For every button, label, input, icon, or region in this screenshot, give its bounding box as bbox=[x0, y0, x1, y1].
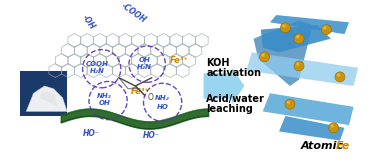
Circle shape bbox=[323, 26, 327, 29]
Polygon shape bbox=[203, 68, 245, 104]
Text: OH: OH bbox=[99, 100, 110, 106]
Circle shape bbox=[294, 34, 304, 44]
Text: Acid/water: Acid/water bbox=[206, 94, 265, 104]
Polygon shape bbox=[40, 91, 58, 107]
Text: HO: HO bbox=[157, 104, 169, 110]
Circle shape bbox=[328, 123, 339, 133]
Circle shape bbox=[294, 61, 304, 71]
Text: -OH: -OH bbox=[80, 13, 96, 31]
Text: -COOH: -COOH bbox=[119, 1, 148, 25]
Polygon shape bbox=[261, 25, 331, 52]
Circle shape bbox=[296, 35, 299, 39]
Text: Fe³⁺: Fe³⁺ bbox=[170, 56, 189, 65]
Text: HO⁻: HO⁻ bbox=[143, 131, 160, 140]
Text: OH: OH bbox=[138, 57, 150, 63]
Text: COOH: COOH bbox=[86, 61, 108, 67]
Polygon shape bbox=[263, 93, 353, 125]
Text: Fe: Fe bbox=[335, 141, 350, 151]
Text: H₂N: H₂N bbox=[90, 68, 105, 74]
Text: O: O bbox=[147, 93, 153, 102]
Polygon shape bbox=[270, 15, 349, 34]
Circle shape bbox=[282, 24, 286, 28]
Text: leaching: leaching bbox=[206, 104, 253, 114]
Polygon shape bbox=[279, 116, 344, 141]
Circle shape bbox=[280, 23, 290, 33]
Text: Atomic: Atomic bbox=[301, 141, 348, 151]
FancyBboxPatch shape bbox=[20, 71, 67, 116]
Text: HO⁻: HO⁻ bbox=[83, 129, 100, 138]
Text: KOH: KOH bbox=[206, 58, 230, 68]
Circle shape bbox=[321, 25, 332, 35]
Circle shape bbox=[331, 124, 334, 128]
Polygon shape bbox=[26, 86, 67, 111]
Text: NH₂: NH₂ bbox=[97, 93, 112, 99]
Circle shape bbox=[296, 63, 299, 66]
Circle shape bbox=[262, 53, 265, 57]
Circle shape bbox=[335, 72, 345, 82]
Polygon shape bbox=[246, 52, 358, 86]
Text: H₂N: H₂N bbox=[137, 64, 152, 70]
Text: NH₂: NH₂ bbox=[155, 95, 170, 101]
Circle shape bbox=[287, 101, 290, 104]
Circle shape bbox=[285, 99, 295, 109]
Polygon shape bbox=[254, 20, 313, 86]
Text: activation: activation bbox=[206, 68, 261, 78]
Text: Fe³⁺: Fe³⁺ bbox=[130, 87, 149, 96]
Circle shape bbox=[337, 73, 340, 77]
Circle shape bbox=[259, 52, 270, 62]
